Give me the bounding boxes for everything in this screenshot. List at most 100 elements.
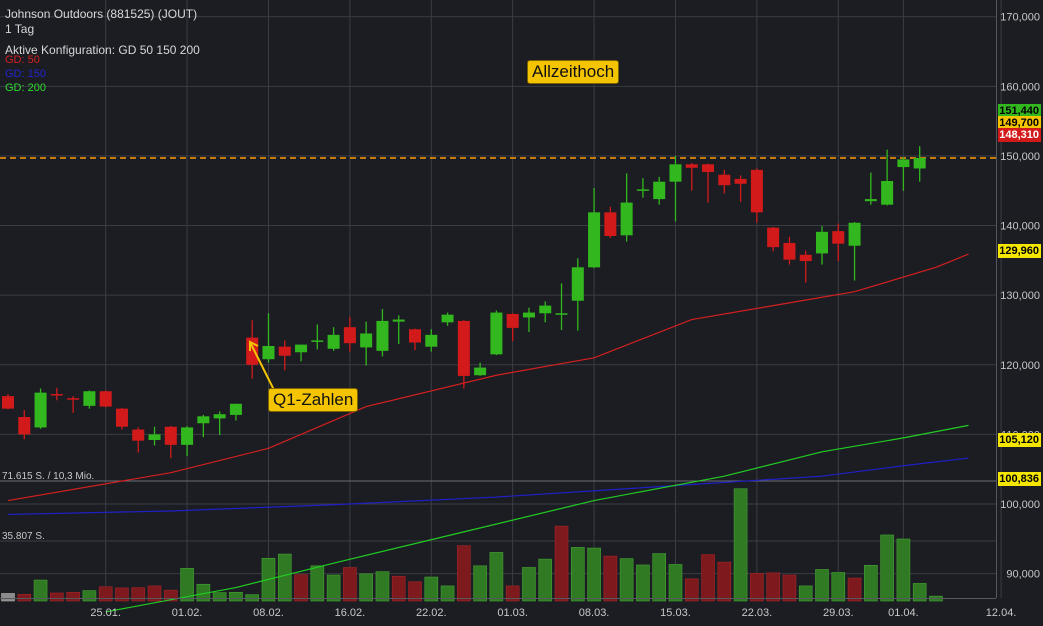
candle-body (34, 392, 47, 428)
price-tag-ath: 149,700 (998, 116, 1041, 130)
candle-body (636, 189, 649, 191)
candle-body (343, 327, 356, 344)
candle-body (229, 403, 242, 415)
candle-body (555, 313, 568, 315)
candle-body (913, 158, 926, 169)
volume-bar (636, 564, 650, 602)
volume-bar (408, 581, 422, 602)
y-tick-label: 100,000 (1000, 499, 1040, 511)
price-tag-prev: 148,310 (998, 128, 1041, 142)
volume-bar (245, 594, 259, 602)
volume-bar (880, 534, 894, 602)
legend-gd200: GD: 200 (5, 82, 46, 94)
gd200-line (105, 424, 969, 613)
volume-bar (212, 592, 227, 602)
moving-averages (0, 157, 996, 613)
candle-body (115, 408, 128, 427)
gd150-line (7, 457, 969, 516)
volume-bar (798, 585, 813, 602)
config-label: Aktive Konfiguration: GD 50 150 200 (5, 43, 200, 57)
candle-body (262, 345, 275, 360)
candle-body (197, 416, 210, 424)
volume-bar (1, 593, 15, 602)
y-tick-label: 90,000 (1006, 569, 1040, 581)
legend-gd150: GD: 150 (5, 68, 46, 80)
candle-body (816, 231, 828, 254)
price-tag-gd150: 105,120 (998, 433, 1041, 447)
q1-arrow-head (249, 340, 259, 351)
candle-body (506, 313, 519, 328)
candle-body (799, 254, 812, 262)
candle-body (132, 429, 145, 441)
volume-bar (82, 590, 97, 602)
candle-body (539, 305, 552, 314)
legend-gd50: GD: 50 (5, 54, 40, 66)
volume-bar (896, 538, 911, 602)
x-tick-label: 08.02. (253, 607, 284, 619)
candle-body (278, 346, 291, 356)
candle-body (18, 416, 31, 435)
volume-bar (424, 576, 439, 602)
price-tag-gd200: 100,836 (998, 472, 1041, 486)
x-tick-label: 01.03. (497, 607, 528, 619)
volume-bar (505, 585, 520, 602)
volume-bar (66, 591, 80, 602)
volume-bar (554, 525, 569, 602)
volume-bar (489, 552, 504, 602)
volume-bar (131, 587, 146, 602)
volume-bar (229, 591, 243, 602)
candle-body (2, 396, 14, 409)
candle-body (213, 414, 226, 419)
y-tick-label: 130,000 (1000, 290, 1040, 302)
candle-body (604, 212, 617, 236)
volume-bar (375, 571, 390, 602)
volume-bar (115, 587, 129, 602)
volume-bar (782, 574, 797, 602)
candle-body (734, 178, 747, 184)
volume-bar (668, 564, 683, 602)
volume-bar (50, 592, 64, 602)
volume-bar (603, 555, 618, 602)
volume-bar (164, 589, 178, 602)
volume-bar (440, 585, 455, 602)
y-tick-label: 150,000 (1000, 151, 1040, 163)
volume-bar (473, 565, 487, 602)
candle-body (327, 334, 340, 349)
candle-body (67, 398, 80, 400)
candle-body (702, 164, 715, 172)
volume-half-label: 35.807 S. (2, 531, 45, 542)
candle-body (750, 169, 763, 213)
candle-body (571, 267, 584, 301)
volume-bar (912, 583, 927, 602)
candle-body (522, 312, 535, 318)
candle-body (881, 181, 894, 205)
volume-bar (98, 586, 113, 602)
volume-bar (652, 553, 667, 602)
volume-layer (1, 488, 943, 602)
candle-body (685, 164, 698, 168)
volume-bar (391, 575, 406, 602)
y-tick-label: 140,000 (1000, 221, 1040, 233)
candle-body (376, 320, 389, 351)
q1-arrow-shaft (249, 341, 275, 391)
x-tick-label: 12.04. (986, 607, 1017, 619)
candle-body (620, 202, 633, 236)
volume-bar (750, 573, 764, 602)
candle-body (164, 426, 177, 445)
x-tick-label: 01.04. (888, 607, 919, 619)
candle-body (783, 242, 796, 260)
volume-bar (831, 572, 846, 602)
candle-body (653, 181, 666, 200)
chart-header: Johnson Outdoors (881525) (JOUT) 1 Tag A… (5, 7, 200, 58)
instrument-title: Johnson Outdoors (881525) (JOUT) (5, 7, 198, 21)
volume-bar (147, 585, 162, 602)
volume-bar (570, 547, 585, 602)
candles (2, 146, 926, 459)
candle-body (669, 164, 682, 182)
volume-bar (815, 569, 829, 602)
candle-body (50, 394, 63, 396)
candle-body (246, 337, 259, 365)
